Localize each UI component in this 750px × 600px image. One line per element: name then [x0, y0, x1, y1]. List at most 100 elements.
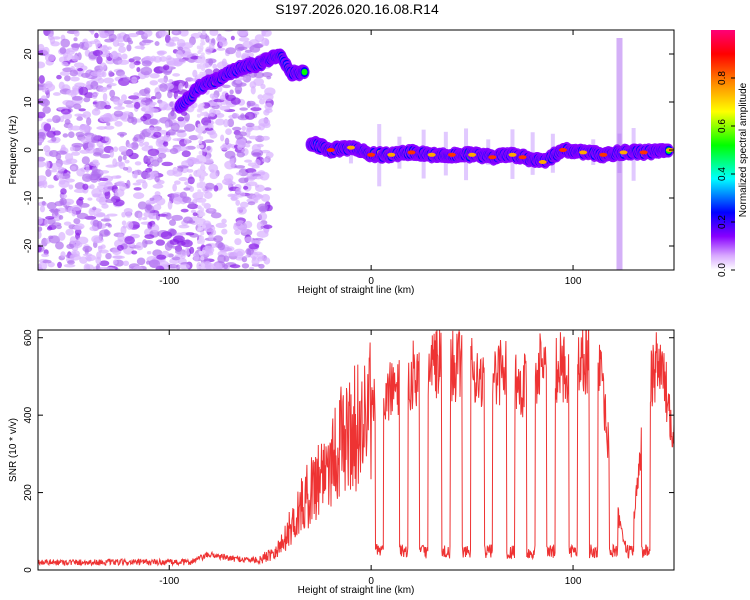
noise-blob [198, 139, 203, 144]
noise-blob [43, 123, 52, 132]
noise-blob [114, 120, 123, 127]
noise-blob [86, 117, 92, 126]
noise-blob [109, 149, 115, 158]
noise-blob [199, 63, 204, 68]
noise-blob [97, 77, 105, 84]
noise-blob [91, 134, 99, 143]
noise-blob [160, 107, 167, 111]
noise-blob [52, 213, 62, 222]
noise-blob [208, 208, 214, 212]
noise-blob [73, 30, 80, 37]
noise-blob [180, 208, 189, 213]
ridge-peak [427, 152, 436, 157]
noise-blob [249, 81, 257, 89]
noise-blob [135, 241, 144, 251]
noise-blob [158, 152, 167, 159]
noise-blob [108, 70, 114, 78]
noise-blob [215, 222, 228, 229]
noise-blob [48, 149, 59, 158]
noise-blob [205, 35, 210, 43]
noise-blob [127, 40, 134, 45]
noise-blob [38, 230, 42, 240]
noise-blob [112, 39, 120, 47]
noise-blob [60, 197, 67, 206]
noise-blob [79, 149, 90, 154]
noise-blob [142, 30, 153, 37]
noise-blob [244, 236, 254, 243]
noise-blob [170, 122, 180, 132]
noise-blob [200, 231, 205, 236]
noise-blob [173, 58, 186, 65]
noise-blob [211, 229, 217, 236]
noise-blob [71, 210, 77, 217]
x-tick-label: -100 [159, 576, 179, 587]
noise-blob [63, 263, 76, 268]
noise-blob [75, 131, 85, 138]
noise-blob [47, 261, 55, 268]
noise-blob [155, 197, 166, 206]
noise-blob [264, 38, 270, 47]
noise-blob [67, 131, 75, 139]
noise-blob [113, 110, 124, 117]
noise-blob [104, 104, 112, 110]
noise-blob [95, 213, 106, 217]
noise-blob [129, 62, 136, 69]
noise-blob [200, 102, 205, 107]
y-tick-label: 600 [23, 329, 34, 346]
ridge-peak [599, 152, 608, 157]
noise-blob [69, 236, 77, 245]
noise-blob [200, 125, 205, 130]
noise-blob [172, 170, 183, 177]
noise-blob [73, 62, 85, 69]
noise-blob [49, 169, 58, 173]
noise-blob [122, 111, 131, 116]
noise-blob [145, 199, 156, 205]
noise-blob [50, 208, 55, 214]
noise-blob [169, 193, 175, 201]
noise-blob [171, 256, 181, 261]
noise-blob [63, 221, 72, 226]
noise-blob [176, 131, 187, 138]
noise-blob [219, 105, 231, 111]
noise-blob [123, 100, 133, 105]
noise-blob [89, 161, 101, 167]
noise-blob [124, 236, 135, 245]
noise-blob [57, 261, 62, 269]
noise-blob [38, 216, 44, 225]
noise-blob [185, 159, 194, 164]
noise-blob [260, 30, 269, 33]
noise-blob [263, 187, 272, 191]
noise-blob [109, 51, 119, 59]
noise-blob [71, 95, 83, 101]
noise-blob [41, 253, 50, 258]
noise-blob [236, 220, 244, 224]
noise-blob [51, 136, 57, 142]
noise-blob [156, 254, 167, 260]
noise-blob [38, 138, 44, 143]
noise-blob [198, 130, 203, 135]
noise-blob [78, 203, 90, 208]
noise-blob [163, 140, 169, 147]
noise-blob [127, 143, 133, 149]
noise-blob [169, 147, 179, 155]
noise-blob [62, 99, 73, 106]
noise-blob [66, 243, 75, 250]
noise-blob [212, 63, 218, 70]
snr-panel: -100 0 100 0 200 400 600 Height of straight l… [8, 329, 675, 596]
noise-blob [148, 106, 155, 113]
noise-blob [201, 30, 206, 33]
noise-blob [85, 164, 90, 173]
noise-blob [78, 123, 90, 133]
noise-blob [132, 137, 139, 142]
noise-blob [125, 212, 132, 218]
noise-blob [206, 146, 211, 151]
noise-blob [117, 59, 130, 65]
x-tick-label: 100 [565, 276, 582, 287]
noise-blob [153, 131, 162, 138]
noise-blob [117, 233, 125, 243]
noise-blob [98, 145, 104, 151]
noise-blob [74, 113, 84, 117]
noise-blob [217, 254, 226, 264]
noise-blob [133, 169, 138, 179]
noise-blob [134, 161, 142, 166]
